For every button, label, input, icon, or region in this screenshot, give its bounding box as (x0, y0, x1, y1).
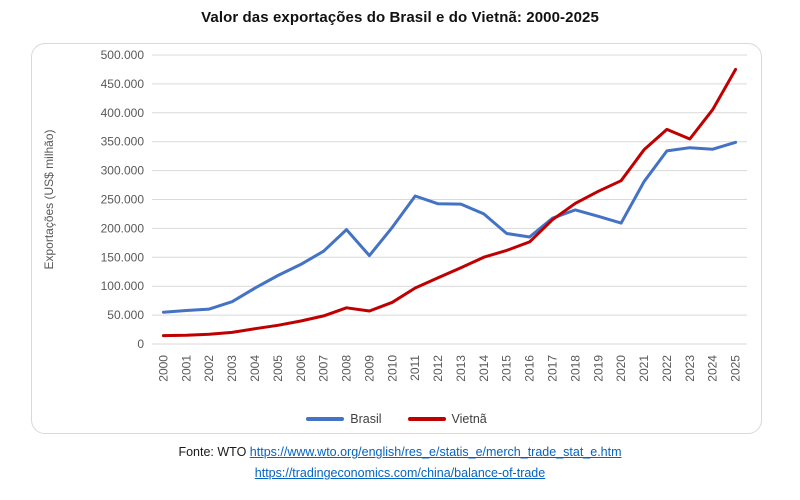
chart-frame: 0 50.000 100.000 150.000 200.000 250.000 300.0… (31, 43, 762, 434)
x-tick-label: 2003 (225, 355, 239, 382)
legend-label-vietna: Vietnã (451, 412, 487, 426)
x-tick-label: 2018 (568, 355, 582, 382)
legend-item-vietna: Vietnã (407, 412, 487, 426)
x-tick-label: 2019 (591, 355, 605, 382)
footer-source: Fonte: WTO https://www.wto.org/english/r… (0, 442, 800, 484)
x-tick-label: 2017 (546, 355, 560, 382)
x-tick-label: 2008 (340, 355, 354, 382)
x-tick-label: 2014 (477, 355, 491, 382)
brasil-line (161, 140, 738, 314)
x-tick-label: 2016 (523, 355, 537, 382)
y-axis-title: Exportações (US$ milhão) (42, 129, 56, 269)
legend-label-brasil: Brasil (350, 412, 382, 426)
x-tick-label: 2022 (660, 355, 674, 382)
wto-link[interactable]: https://www.wto.org/english/res_e/statis… (249, 445, 622, 459)
y-tick-label: 150.000 (101, 250, 145, 264)
source-prefix: Fonte: WTO (178, 445, 247, 459)
tradingeconomics-link[interactable]: https://tradingeconomics.com/china/balan… (254, 466, 546, 480)
x-tick-label: 2015 (500, 355, 514, 382)
x-tick-label: 2000 (156, 355, 170, 382)
y-tick-label: 350.000 (101, 135, 145, 149)
y-tick-label: 50.000 (107, 308, 144, 322)
x-tick-label: 2021 (637, 355, 651, 382)
line-chart: 0 50.000 100.000 150.000 200.000 250.000 300.0… (42, 48, 747, 382)
x-tick-label: 2025 (729, 355, 743, 382)
x-tick-label: 2004 (248, 355, 262, 382)
y-tick-label: 300.000 (101, 164, 145, 178)
x-tick-label: 2009 (362, 355, 376, 382)
source-line-1: Fonte: WTO https://www.wto.org/english/r… (0, 442, 800, 463)
source-line-2: https://tradingeconomics.com/china/balan… (0, 463, 800, 484)
x-tick-label: 2013 (454, 355, 468, 382)
x-tick-label: 2005 (271, 355, 285, 382)
y-tick-label: 400.000 (101, 106, 145, 120)
x-tick-label: 2001 (179, 355, 193, 382)
vietna-line-swatch (407, 417, 446, 421)
x-tick-label: 2020 (614, 355, 628, 382)
chart-legend: Brasil Vietnã (32, 412, 761, 426)
x-tick-label: 2010 (385, 355, 399, 382)
chart-title: Valor das exportações do Brasil e do Vie… (201, 9, 599, 26)
y-tick-label: 200.000 (101, 221, 145, 235)
brasil-line-swatch (306, 417, 345, 421)
y-tick-label: 250.000 (101, 193, 145, 207)
x-tick-label: 2002 (202, 355, 216, 382)
x-tick-label: 2011 (408, 355, 422, 381)
x-tick-label: 2006 (294, 355, 308, 382)
x-tick-label: 2023 (683, 355, 697, 382)
x-tick-label: 2024 (706, 355, 720, 382)
vietna-line (161, 67, 738, 338)
x-tick-label: 2007 (317, 355, 331, 382)
x-tick-label: 2012 (431, 355, 445, 382)
legend-item-brasil: Brasil (306, 412, 382, 426)
y-tick-label: 100.000 (101, 279, 145, 293)
y-tick-label: 500.000 (101, 48, 145, 62)
y-tick-label: 450.000 (101, 77, 145, 91)
y-tick-label: 0 (137, 337, 144, 351)
